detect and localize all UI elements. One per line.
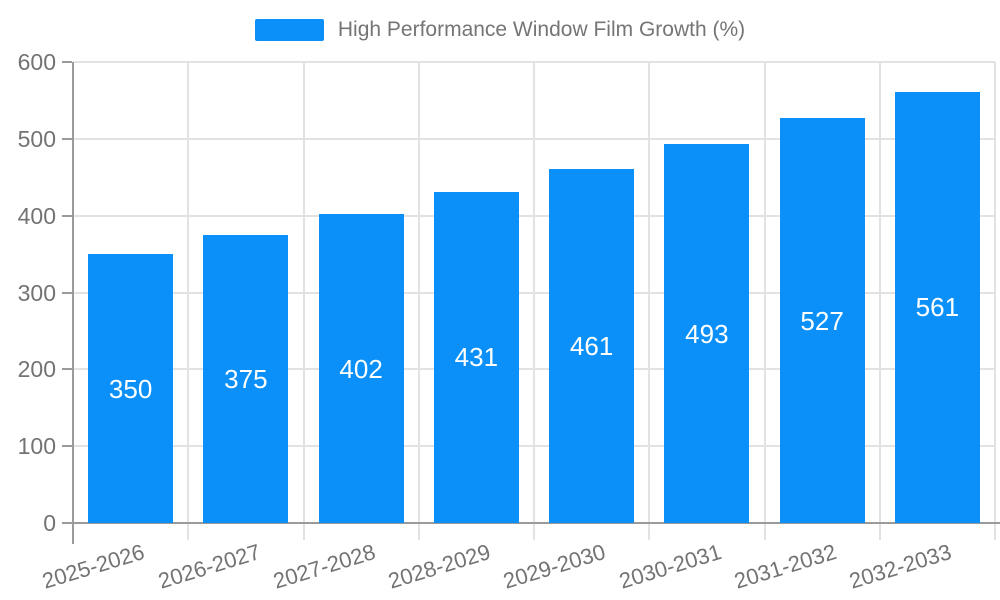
x-axis-tick-label: 2028-2029 <box>385 539 494 594</box>
x-axis-tick-label: 2025-2026 <box>39 539 148 594</box>
bar-2032-2033 <box>894 91 980 523</box>
bar-value-label: 461 <box>569 330 614 361</box>
bar-2025-2026 <box>88 254 174 523</box>
bar-2030-2031 <box>664 144 750 523</box>
legend: High Performance Window Film Growth (%) <box>0 17 1000 43</box>
y-axis-tick <box>62 445 72 448</box>
x-axis-tick-label: 2029-2030 <box>500 539 609 594</box>
bar-2027-2028 <box>318 214 404 523</box>
y-axis-tick-label: 100 <box>17 433 56 460</box>
y-axis-tick-label: 400 <box>17 202 56 229</box>
bar-value-label: 402 <box>339 353 383 384</box>
grid-line-vertical <box>763 62 766 540</box>
grid-line-vertical <box>994 62 996 540</box>
x-axis-tick-label: 2026-2027 <box>154 539 263 594</box>
legend-label: High Performance Window Film Growth (%) <box>337 18 746 41</box>
bar-2029-2030 <box>549 168 635 523</box>
bar-value-label: 561 <box>915 292 960 323</box>
y-axis-tick <box>62 522 72 524</box>
x-axis-tick-label: 2027-2028 <box>270 539 379 594</box>
grid-line-vertical <box>302 62 305 540</box>
bar-2026-2027 <box>203 234 289 523</box>
bar-value-label: 375 <box>224 363 268 394</box>
bar-value-label: 431 <box>454 342 499 373</box>
bar-2031-2032 <box>779 118 865 523</box>
x-axis-line <box>73 522 1000 524</box>
y-axis-tick-label: 300 <box>17 279 56 306</box>
grid-line-vertical <box>533 62 535 540</box>
y-axis-tick <box>62 61 72 63</box>
x-axis-tick-label: 2032-2033 <box>846 539 955 594</box>
bar-value-label: 493 <box>685 318 729 349</box>
bar-value-label: 527 <box>800 305 844 336</box>
grid-line-vertical <box>648 62 651 540</box>
y-axis-line <box>72 62 74 544</box>
x-axis-tick-label: 2030-2031 <box>615 539 724 594</box>
legend-item[interactable]: High Performance Window Film Growth (%) <box>254 17 746 43</box>
legend-color-swatch <box>254 19 324 41</box>
grid-line-vertical <box>187 62 190 540</box>
y-axis-tick-label: 600 <box>17 49 56 75</box>
y-axis-tick <box>62 214 72 217</box>
grid-line-vertical <box>878 62 881 540</box>
y-axis-tick-label: 500 <box>17 125 56 152</box>
y-axis-tick-label: 0 <box>43 510 56 536</box>
grid-line-vertical <box>417 62 420 540</box>
bar-2028-2029 <box>433 191 519 523</box>
y-axis-tick <box>62 368 72 371</box>
y-axis-tick <box>62 291 72 294</box>
x-axis-tick-label: 2031-2032 <box>731 539 840 594</box>
y-axis-tick-label: 200 <box>17 356 56 383</box>
bar-value-label: 350 <box>108 373 153 404</box>
y-axis-tick <box>62 137 72 140</box>
